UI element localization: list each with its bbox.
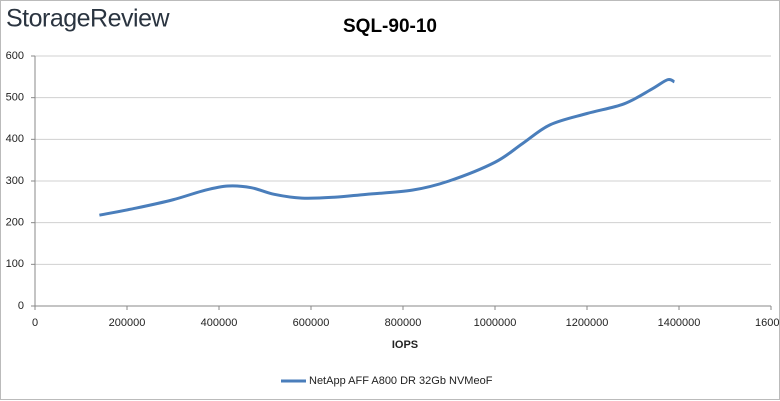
x-axis-label: IOPS [392, 339, 418, 351]
legend-label: NetApp AFF A800 DR 32Gb NVMeoF [309, 375, 493, 387]
x-tick-label: 0 [32, 317, 38, 329]
data-line [99, 77, 676, 217]
y-tick-label: 300 [6, 175, 24, 187]
x-tick-label: 1600 [755, 317, 779, 329]
x-tick-label: 1200000 [566, 317, 609, 329]
y-tick-label: 100 [6, 258, 24, 270]
y-tick-label: 0 [18, 300, 24, 312]
brand-logo: StorageReview [6, 5, 170, 33]
x-tick-label: 800000 [385, 317, 422, 329]
x-tick-label: 1000000 [474, 317, 517, 329]
x-tick-label: 600000 [293, 317, 330, 329]
x-tick-label: 200000 [109, 317, 146, 329]
y-tick-label: 500 [6, 92, 24, 104]
x-tick-label: 1400000 [658, 317, 701, 329]
y-tick-label: 600 [6, 50, 24, 62]
y-tick-label: 400 [6, 133, 24, 145]
chart-title: SQL-90-10 [343, 16, 437, 37]
x-tick-label: 400000 [201, 317, 238, 329]
y-tick-label: 200 [6, 217, 24, 229]
